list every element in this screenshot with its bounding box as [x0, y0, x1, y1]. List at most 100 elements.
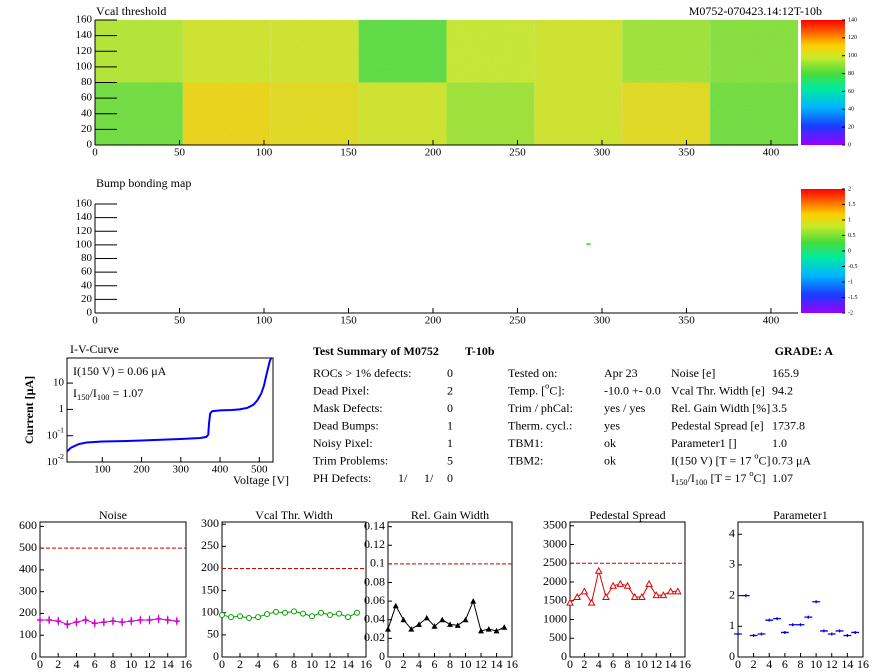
summary-label: PH Defects:	[313, 471, 371, 485]
marker	[757, 632, 766, 636]
tick-label: 10-1	[47, 426, 65, 441]
tick-label: 2	[55, 657, 61, 671]
tick-label: 6	[610, 657, 616, 671]
tick-label: 300	[173, 464, 190, 476]
marker	[431, 623, 438, 629]
marker	[318, 609, 324, 616]
summary-label: Vcal Thr. Width [e]	[671, 383, 765, 397]
marker	[673, 587, 682, 595]
grade: GRADE: A	[775, 344, 834, 358]
marker	[566, 598, 574, 606]
marker	[416, 621, 422, 627]
marker	[812, 600, 821, 604]
marker	[336, 610, 342, 617]
summary-value: Apr 23	[604, 366, 638, 380]
tick-label: 50	[174, 315, 186, 327]
tick-label: 4	[255, 657, 261, 671]
tick-label: 0.12	[364, 537, 385, 551]
tick-label: 0	[92, 147, 98, 159]
tick-label: 60	[81, 266, 93, 278]
tick-label: 3	[729, 557, 735, 571]
tick-label: -0.5	[848, 264, 858, 270]
tick-label: 140	[76, 211, 93, 223]
marker	[354, 609, 360, 616]
summary-label: Pedestal Spread [e]	[671, 418, 764, 432]
summary-value: ok	[604, 453, 616, 467]
tick-label: 50	[174, 147, 186, 159]
text-part: 150	[675, 478, 688, 487]
heat-cell	[358, 82, 447, 145]
tick-label: 16	[857, 657, 869, 671]
marker	[485, 626, 492, 632]
marker	[46, 616, 53, 623]
tick-label: 6	[92, 657, 98, 671]
marker	[602, 592, 610, 600]
marker	[100, 619, 107, 626]
marker	[237, 613, 243, 620]
marker	[219, 611, 225, 618]
chart-title: Vcal threshold	[96, 4, 166, 18]
tick-label: 20	[848, 125, 854, 131]
summary-label: Trim / phCal:	[508, 401, 573, 415]
tick-label: 0	[87, 307, 93, 319]
summary-value: 0.73 μA	[772, 453, 811, 467]
tick-label: 0	[735, 657, 741, 671]
summary-label: TBM1:	[508, 436, 543, 450]
tick-base: 10	[47, 429, 59, 441]
tick-label: 0	[385, 657, 391, 671]
marker	[573, 592, 582, 600]
tick-label: 0.14	[364, 518, 385, 532]
chart-title: Rel. Gain Width	[411, 508, 489, 522]
tick-label: 250	[509, 147, 526, 159]
tick-label: 300	[594, 147, 611, 159]
marker	[749, 634, 758, 638]
marker	[91, 620, 98, 627]
tick-label: 12	[324, 657, 336, 671]
tick-label: 120	[76, 45, 93, 57]
tick-label: 2	[729, 587, 735, 601]
tick-label: 250	[201, 538, 219, 552]
tick-label: 150	[340, 315, 357, 327]
heat-cell	[182, 20, 271, 83]
tick-label: 10	[125, 657, 137, 671]
summary-label: I(150 V) [T = 17 oC]	[671, 452, 771, 467]
marker	[439, 616, 446, 623]
marker	[423, 614, 430, 621]
heat-cell	[622, 82, 711, 145]
marker	[493, 627, 500, 634]
tick-label: 2	[581, 657, 587, 671]
heat-cell	[534, 20, 623, 83]
tick-label: 150	[201, 582, 219, 596]
marker	[623, 581, 632, 589]
marker	[788, 623, 797, 627]
tick-label: 10	[53, 377, 65, 389]
tick-label: 2000	[543, 574, 567, 588]
color-bar	[801, 20, 845, 145]
tick-label: 14	[162, 657, 174, 671]
text-part: o	[754, 452, 758, 461]
tick-label: 1.5	[848, 202, 856, 208]
tick-label: 10	[460, 657, 472, 671]
tick-label: 250	[509, 315, 526, 327]
summary-label: TBM2:	[508, 453, 543, 467]
chart-title: Vcal Thr. Width	[255, 508, 332, 522]
tick-label: 100	[848, 53, 857, 59]
text-part: I(150 V) [T = 17	[671, 453, 754, 467]
tick-label: 4	[596, 657, 602, 671]
heat-cell	[270, 82, 359, 145]
summary-value: 1737.8	[772, 418, 805, 432]
tick-label: 6	[782, 657, 788, 671]
marker	[765, 618, 774, 622]
text-part: = 1.07	[109, 386, 143, 400]
tick-label: 400	[763, 147, 780, 159]
marker	[164, 616, 171, 623]
tick-label: 300	[594, 315, 611, 327]
marker	[843, 634, 852, 638]
annotation: I(150 V) = 0.06 μA	[73, 364, 167, 378]
summary-value: ok	[604, 436, 616, 450]
marker	[392, 602, 399, 609]
tick-label: 150	[340, 147, 357, 159]
marker	[408, 626, 415, 632]
chart-title: Parameter1	[773, 508, 828, 522]
tick-label: 4	[74, 657, 80, 671]
